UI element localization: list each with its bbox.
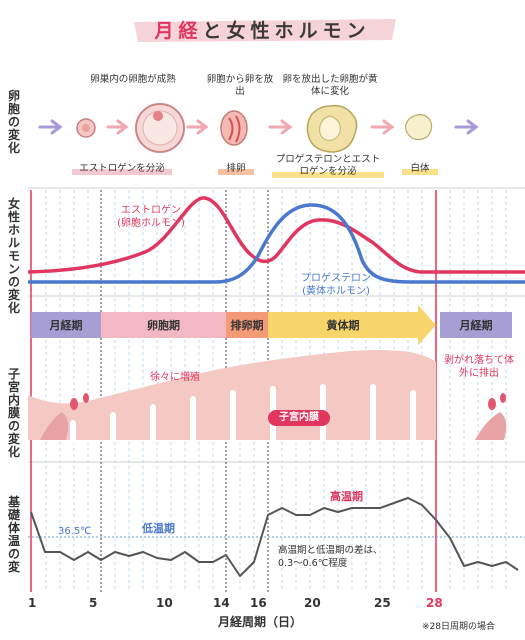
phase-bar <box>31 305 512 345</box>
menstrual-flow-right <box>475 393 507 440</box>
follicle-small-icon <box>76 118 96 138</box>
cycle-footnote: ※28日周期の場合 <box>422 622 495 632</box>
title-part-1: 月経 <box>154 20 203 42</box>
stage-label-release: 卵胞から卵を放出 <box>206 74 274 97</box>
temp-difference-note: 高温期と低温期の差は、 0.3～0.6℃程度 <box>278 545 383 569</box>
phase-follicular: 卵胞期 <box>147 319 180 332</box>
endometrium-growing-label: 徐々に増殖 <box>150 372 200 383</box>
x-axis-title: 月経周期（日） <box>218 615 303 629</box>
temp-reference-label: 36.5℃ <box>58 526 92 537</box>
endometrium-badge: 子宮内膜 <box>268 410 330 426</box>
high-temp-phase-label: 高温期 <box>330 490 363 503</box>
follicle-mature-icon <box>135 103 185 153</box>
title-highlight <box>130 16 400 44</box>
endometrium-shedding-label: 剥がれ落ちて体外に排出 <box>444 355 514 379</box>
low-temp-phase-label: 低温期 <box>142 522 175 535</box>
tick-day-14: 14 <box>213 596 230 610</box>
stage-label-luteal: 卵を放出した卵胞が黄体に変化 <box>282 74 378 97</box>
estrogen-label: エストロゲン (卵胞ホルモン) <box>117 205 185 229</box>
phase-menstrual: 月経期 <box>49 319 83 332</box>
tick-day-5: 5 <box>89 596 98 610</box>
title-part-2: と女性ホルモン <box>202 20 371 42</box>
row-label-ovary: 卵胞の変化 <box>7 89 20 155</box>
tick-day-1: 1 <box>28 596 37 610</box>
corpus-luteum-icon <box>306 104 358 153</box>
ovulation-icon <box>220 110 248 146</box>
ovary-arrows <box>38 119 479 135</box>
row-label-hormone: 女性ホルモンの変化 <box>7 197 20 315</box>
progesterone-curve <box>28 203 525 284</box>
phase-menstrual-next: 月経期 <box>459 319 493 332</box>
corpus-albicans-icon <box>405 114 433 141</box>
tick-day-20: 20 <box>304 596 321 610</box>
row-label-bbt: 基礎体温の変 <box>7 495 20 574</box>
row-label-endometrium: 子宮内膜の変化 <box>7 367 20 459</box>
phase-ovulatory: 排卵期 <box>230 319 264 332</box>
tick-day-10: 10 <box>156 596 173 610</box>
progesterone-label: プロゲステロン (黄体ホルモン) <box>301 273 371 297</box>
stage-label-mature: 卵巣内の卵胞が成熟 <box>90 74 176 85</box>
tick-day-28: 28 <box>426 596 443 610</box>
phase-luteal: 黄体期 <box>326 319 360 332</box>
tick-day-25: 25 <box>374 596 391 610</box>
page-title: 月経と女性ホルモン <box>0 16 525 43</box>
bbt-curve <box>30 497 519 577</box>
menstrual-flow-left <box>40 393 89 440</box>
tick-day-16: 16 <box>250 596 267 610</box>
